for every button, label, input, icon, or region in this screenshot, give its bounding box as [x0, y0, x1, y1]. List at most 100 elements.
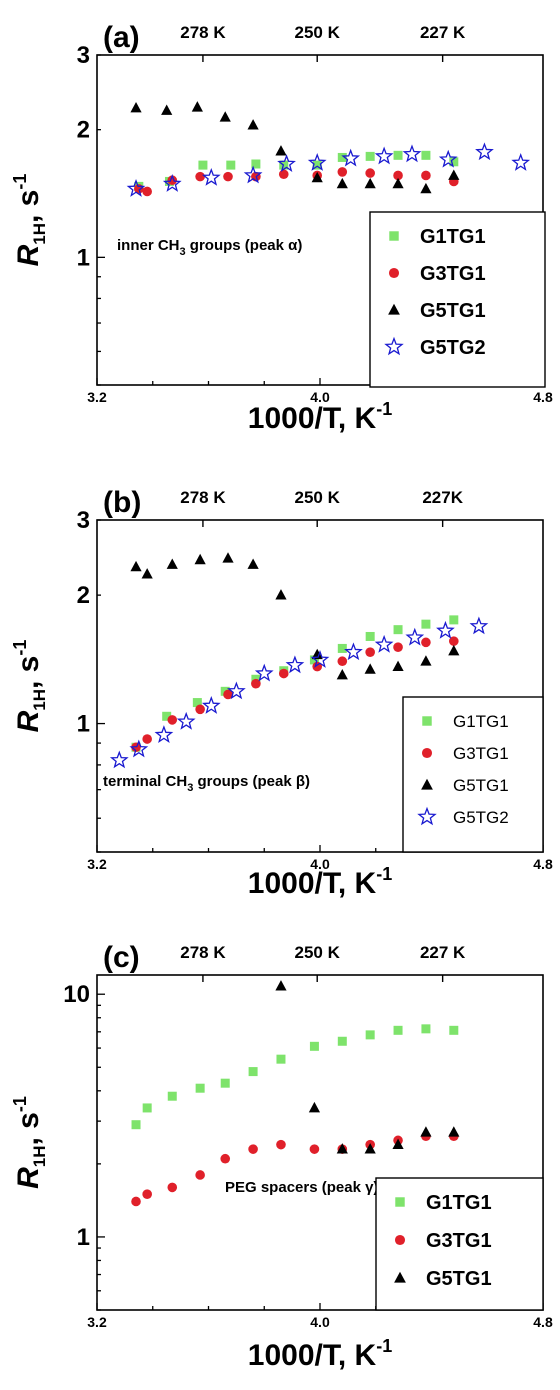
legend-label: G5TG1	[453, 776, 509, 795]
data-point	[220, 1078, 230, 1088]
data-point	[167, 175, 178, 186]
data-point	[131, 1196, 141, 1207]
data-point	[248, 1067, 258, 1077]
data-point	[130, 560, 142, 572]
chart-panel-a: (a) 278 K 250 K 227 K 3.2 4.0 4.8 1 2 3 1000/T, K-…	[10, 21, 553, 435]
chart-annotation: terminal CH3 groups (peak β)	[103, 773, 310, 794]
data-point	[167, 715, 178, 725]
data-point	[421, 619, 431, 629]
data-point	[191, 101, 203, 112]
data-point	[365, 151, 375, 161]
data-point	[247, 119, 259, 130]
data-point	[436, 620, 455, 639]
legend-label: G3TG1	[426, 1230, 492, 1252]
data-point	[393, 625, 403, 635]
data-point	[392, 1138, 404, 1150]
data-point	[222, 552, 234, 563]
data-point	[201, 167, 221, 186]
data-point	[308, 1101, 321, 1113]
data-point	[365, 1030, 375, 1040]
legend-box	[375, 1177, 544, 1311]
top-tick-label: 278 K	[180, 943, 226, 962]
legend-box	[369, 211, 546, 388]
data-point	[344, 642, 363, 661]
data-point	[449, 615, 459, 625]
data-point	[448, 169, 460, 180]
y-axis-label: R1H, s-1	[10, 174, 49, 267]
data-point	[336, 177, 348, 189]
data-point	[130, 101, 142, 113]
chart-panel-b: (b) 278 K 250 K 227K 3.2 4.0 4.8 1 2 3 1000/T, K-1…	[10, 486, 553, 900]
series-G5TG1	[275, 980, 460, 1154]
x-tick-label: 4.0	[310, 856, 330, 872]
legend: G1TG1 G3TG1 G5TG1	[375, 1177, 544, 1311]
data-point	[195, 1083, 205, 1093]
data-point	[311, 171, 323, 183]
legend-marker	[388, 303, 400, 315]
legend-marker	[389, 231, 399, 241]
series-G3TG1	[134, 167, 459, 197]
data-point	[285, 655, 305, 674]
x-tick-label: 4.0	[310, 1314, 330, 1330]
legend-label: G1TG1	[420, 226, 486, 248]
data-point	[220, 1153, 231, 1164]
x-tick-label: 3.2	[87, 389, 107, 405]
x-tick-label: 4.0	[310, 389, 330, 405]
x-tick-label: 4.8	[533, 856, 553, 872]
chart-annotation: inner CH3 groups (peak α)	[117, 237, 302, 258]
data-point	[312, 160, 322, 170]
data-point	[251, 678, 261, 689]
data-point	[126, 179, 146, 197]
data-point	[448, 644, 460, 656]
data-point	[275, 589, 287, 600]
data-point	[311, 648, 323, 660]
x-axis-label: 1000/T, K-1	[248, 1336, 392, 1372]
legend-label: G3TG1	[453, 744, 509, 763]
data-point	[393, 150, 403, 160]
data-point	[142, 734, 152, 744]
data-point	[475, 142, 494, 161]
data-point	[337, 152, 347, 162]
data-point	[365, 647, 375, 657]
data-point	[392, 177, 404, 189]
data-point	[219, 111, 231, 122]
data-point	[364, 1143, 376, 1154]
y-axis-label: R1H, s-1	[10, 640, 49, 733]
data-point	[278, 169, 289, 180]
data-point	[129, 739, 149, 758]
data-point	[420, 1126, 432, 1137]
data-point	[310, 650, 330, 668]
data-point	[309, 1041, 319, 1051]
data-point	[167, 1091, 177, 1101]
data-point	[251, 159, 261, 169]
data-point	[131, 1120, 141, 1130]
legend-label: G1TG1	[426, 1192, 492, 1214]
data-point	[276, 1054, 286, 1064]
data-point	[142, 1103, 152, 1113]
panel-label: (a)	[103, 21, 140, 54]
data-point	[336, 1143, 348, 1154]
data-point	[393, 642, 403, 653]
data-point	[365, 631, 375, 641]
x-axis-label: 1000/T, K-1	[248, 864, 392, 900]
data-point	[195, 1170, 205, 1180]
data-point	[275, 145, 287, 156]
top-tick-label: 250 K	[295, 23, 341, 42]
y-tick-label: 2	[77, 582, 90, 609]
series-G5TG1	[130, 552, 460, 680]
legend: G1TG1 G3TG1 G5TG1 G5TG2	[402, 696, 544, 853]
legend-label: G5TG2	[453, 808, 509, 827]
data-point	[161, 104, 173, 115]
x-tick-label: 4.8	[533, 1314, 553, 1330]
data-point	[154, 725, 174, 743]
data-point	[421, 1024, 431, 1034]
data-point	[341, 148, 361, 167]
y-tick-label: 1	[77, 244, 90, 271]
chart-annotation: PEG spacers (peak γ)	[225, 1179, 378, 1196]
top-tick-label: 250 K	[295, 943, 341, 962]
legend-marker	[394, 1271, 406, 1283]
data-point	[405, 627, 425, 646]
data-point	[192, 698, 202, 708]
data-point	[201, 696, 221, 714]
x-tick-label: 4.8	[533, 389, 553, 405]
